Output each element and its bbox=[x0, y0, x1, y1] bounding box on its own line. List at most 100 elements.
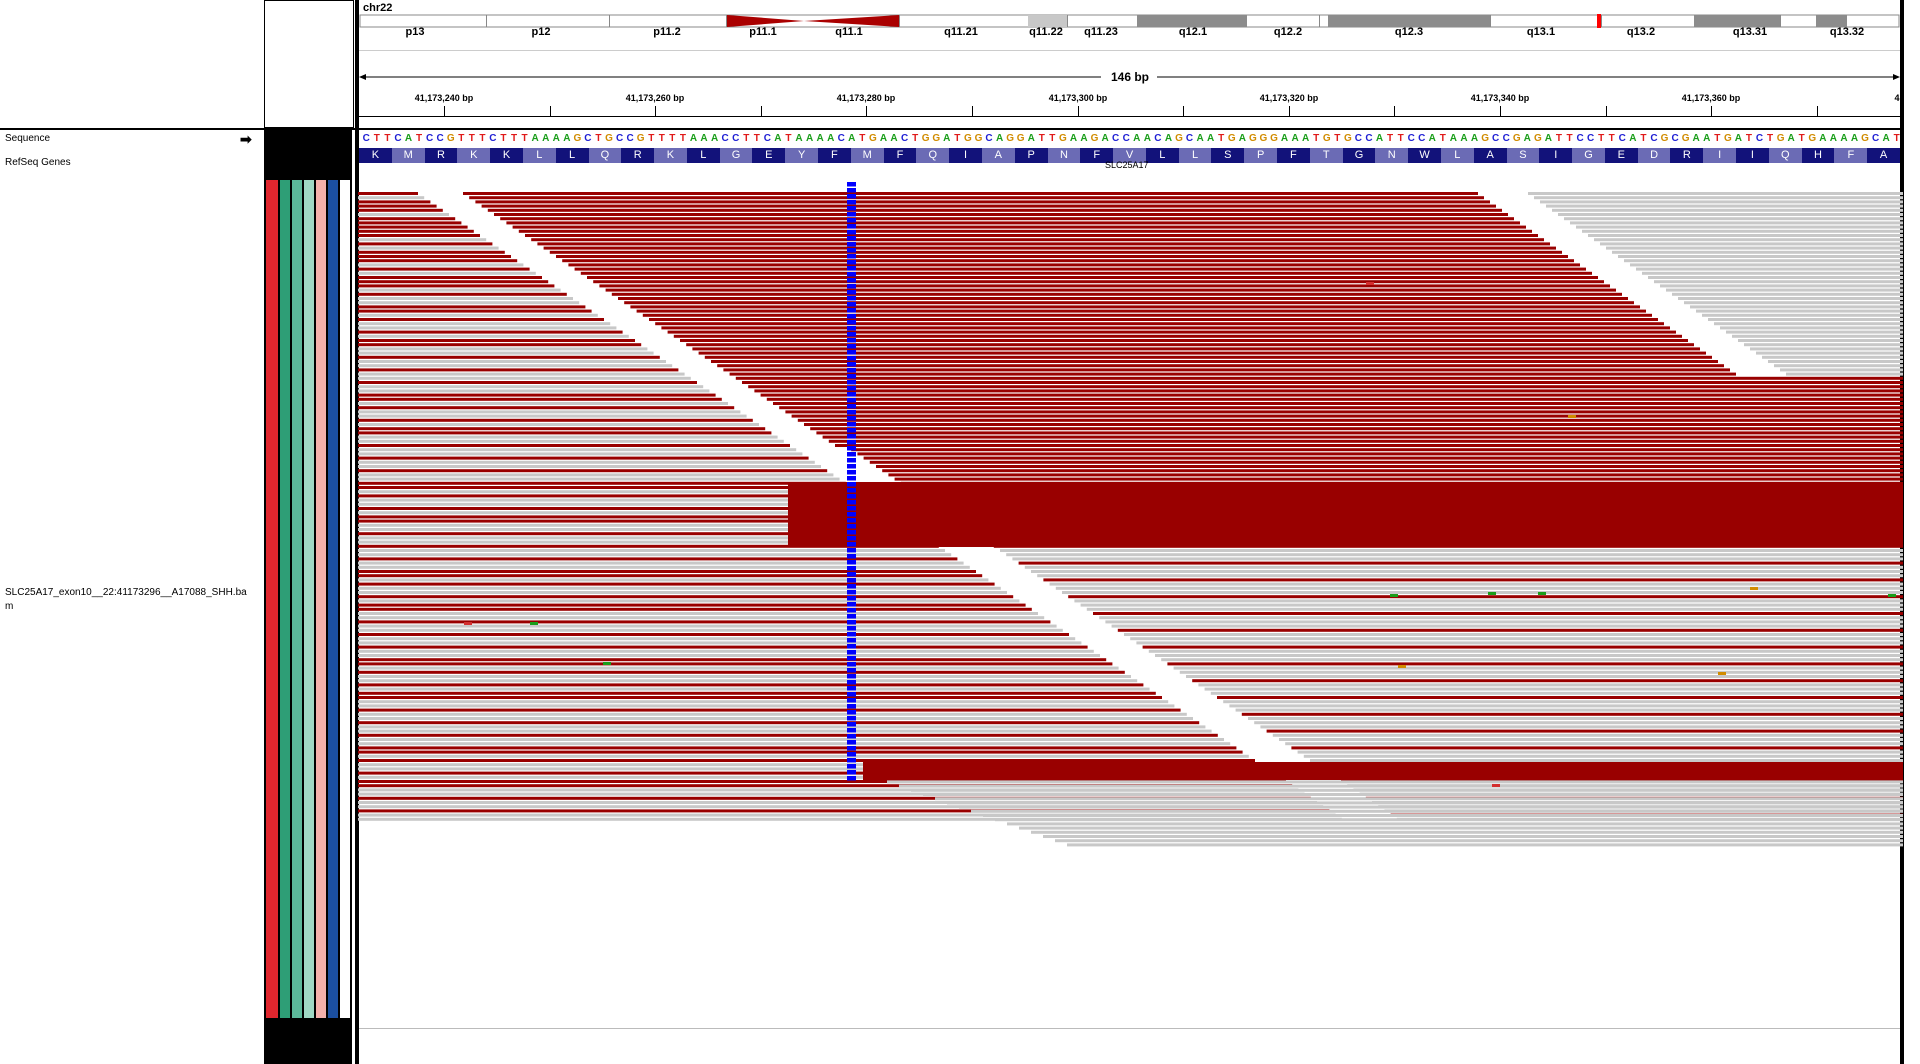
read-right bbox=[618, 297, 1628, 300]
read-tail bbox=[1696, 309, 1903, 313]
sequence-base: T bbox=[1049, 133, 1056, 144]
band-label-q13-32[interactable]: q13.32 bbox=[1829, 26, 1865, 38]
mismatch-base bbox=[847, 764, 856, 769]
amino-acid: H bbox=[1801, 148, 1835, 163]
read-right bbox=[506, 221, 1520, 225]
attribute-color-1[interactable] bbox=[266, 180, 278, 1018]
read-left bbox=[358, 549, 945, 552]
mismatch-base bbox=[847, 722, 856, 727]
ruler-label: 41,173,360 bp bbox=[1681, 93, 1741, 103]
read-right bbox=[537, 242, 1550, 246]
band-label-q13-31[interactable]: q13.31 bbox=[1732, 26, 1768, 38]
read-left bbox=[358, 738, 1224, 741]
band-label-q11-22[interactable]: q11.22 bbox=[1029, 26, 1063, 38]
band-label-q12-1[interactable]: q12.1 bbox=[1178, 26, 1208, 38]
mismatch-base bbox=[847, 560, 856, 565]
sequence-base: G bbox=[1660, 133, 1669, 144]
mismatch-base bbox=[847, 380, 856, 385]
read-right bbox=[760, 393, 1903, 397]
read-right bbox=[667, 330, 1676, 334]
band-label-p11-1[interactable]: p11.1 bbox=[749, 26, 777, 38]
sequence-base: G bbox=[1533, 133, 1542, 144]
band-label-p13[interactable]: p13 bbox=[405, 26, 425, 38]
read-right bbox=[791, 414, 1903, 418]
alignment-reads[interactable] bbox=[358, 182, 1903, 1018]
sequence-base: T bbox=[648, 133, 655, 144]
read-left bbox=[358, 704, 1175, 708]
read-right bbox=[1043, 578, 1903, 582]
read-left bbox=[358, 339, 635, 342]
sequence-base: A bbox=[848, 133, 856, 144]
mismatch-base bbox=[847, 260, 856, 265]
amino-acid: V bbox=[1113, 148, 1146, 163]
mismatch-base bbox=[847, 572, 856, 577]
sequence-base: T bbox=[510, 133, 518, 144]
read-left bbox=[358, 389, 710, 393]
amino-acid: Q bbox=[916, 148, 950, 163]
read-left bbox=[358, 288, 561, 292]
attribute-color-5[interactable] bbox=[316, 180, 326, 1018]
band-label-q11-23[interactable]: q11.23 bbox=[1084, 26, 1118, 38]
band-label-q13-1[interactable]: q13.1 bbox=[1526, 26, 1556, 38]
read-tail-lower bbox=[899, 784, 1903, 788]
read-right bbox=[698, 351, 1706, 355]
amino-acid: G bbox=[1342, 148, 1376, 163]
ruler-tick bbox=[1711, 106, 1712, 116]
band-label-p12[interactable]: p12 bbox=[531, 26, 551, 38]
read-right bbox=[624, 301, 1634, 305]
strand-arrow-icon[interactable]: ➡ bbox=[240, 131, 252, 147]
sequence-base: G bbox=[1270, 133, 1278, 144]
attribute-color-6[interactable] bbox=[328, 180, 338, 1018]
attribute-color-7[interactable] bbox=[340, 180, 350, 1018]
sequence-base: C bbox=[1618, 133, 1626, 144]
read-tail bbox=[1600, 242, 1903, 246]
sequence-base: T bbox=[1313, 133, 1320, 144]
read-tail bbox=[1750, 347, 1903, 351]
band-label-q13-2[interactable]: q13.2 bbox=[1626, 26, 1656, 38]
mismatch-base bbox=[847, 398, 856, 403]
read-left bbox=[358, 561, 964, 565]
mismatch-base bbox=[847, 686, 856, 691]
read-right bbox=[1217, 696, 1903, 699]
ruler-label: 41,173,240 bp bbox=[414, 93, 474, 103]
mismatch-mark bbox=[603, 662, 611, 665]
read-left bbox=[358, 242, 493, 246]
read-tail bbox=[1612, 250, 1903, 254]
band-label-q12-3[interactable]: q12.3 bbox=[1394, 26, 1424, 38]
read-right bbox=[531, 238, 1544, 242]
mismatch-base bbox=[847, 500, 856, 505]
read-right bbox=[1279, 738, 1903, 741]
band-label-q11-21[interactable]: q11.21 bbox=[944, 26, 978, 38]
gene-name-label[interactable]: SLC25A17 bbox=[1105, 160, 1149, 170]
read-right bbox=[851, 448, 1903, 452]
read-right bbox=[1018, 561, 1903, 565]
band-label-q12-2[interactable]: q12.2 bbox=[1273, 26, 1303, 38]
mismatch-base bbox=[847, 188, 856, 193]
read-left bbox=[358, 196, 425, 200]
sequence-base: C bbox=[1587, 133, 1595, 144]
bam-track-label[interactable]: SLC25A17_exon10__22:41173296__A17088_SHH… bbox=[5, 587, 247, 598]
mismatch-base bbox=[847, 452, 856, 457]
read-right bbox=[1198, 683, 1903, 687]
band-label-q11-1[interactable]: q11.1 bbox=[835, 26, 863, 38]
read-tail-lower bbox=[947, 801, 1903, 805]
read-left bbox=[358, 813, 1336, 817]
band-label-p11-2[interactable]: p11.2 bbox=[653, 26, 681, 38]
refseq-genes-label[interactable]: RefSeq Genes bbox=[5, 157, 71, 168]
read-right bbox=[642, 313, 1652, 317]
chromosome-ideogram[interactable] bbox=[359, 14, 1900, 28]
sequence-track-label[interactable]: Sequence bbox=[5, 133, 51, 144]
sequence-base: A bbox=[1470, 133, 1479, 144]
sequence-base: A bbox=[1449, 133, 1458, 144]
read-left bbox=[358, 498, 871, 502]
amino-acid: M bbox=[391, 148, 425, 163]
attribute-color-3[interactable] bbox=[292, 180, 302, 1018]
read-tail-lower bbox=[1007, 822, 1903, 826]
attribute-color-2[interactable] bbox=[280, 180, 290, 1018]
sequence-base: A bbox=[1133, 133, 1141, 144]
sequence-base: G bbox=[1059, 133, 1067, 144]
read-left bbox=[358, 360, 666, 363]
chromosome-name[interactable]: chr22 bbox=[363, 2, 393, 14]
sequence-base: C bbox=[1576, 133, 1584, 144]
attribute-color-4[interactable] bbox=[304, 180, 314, 1018]
